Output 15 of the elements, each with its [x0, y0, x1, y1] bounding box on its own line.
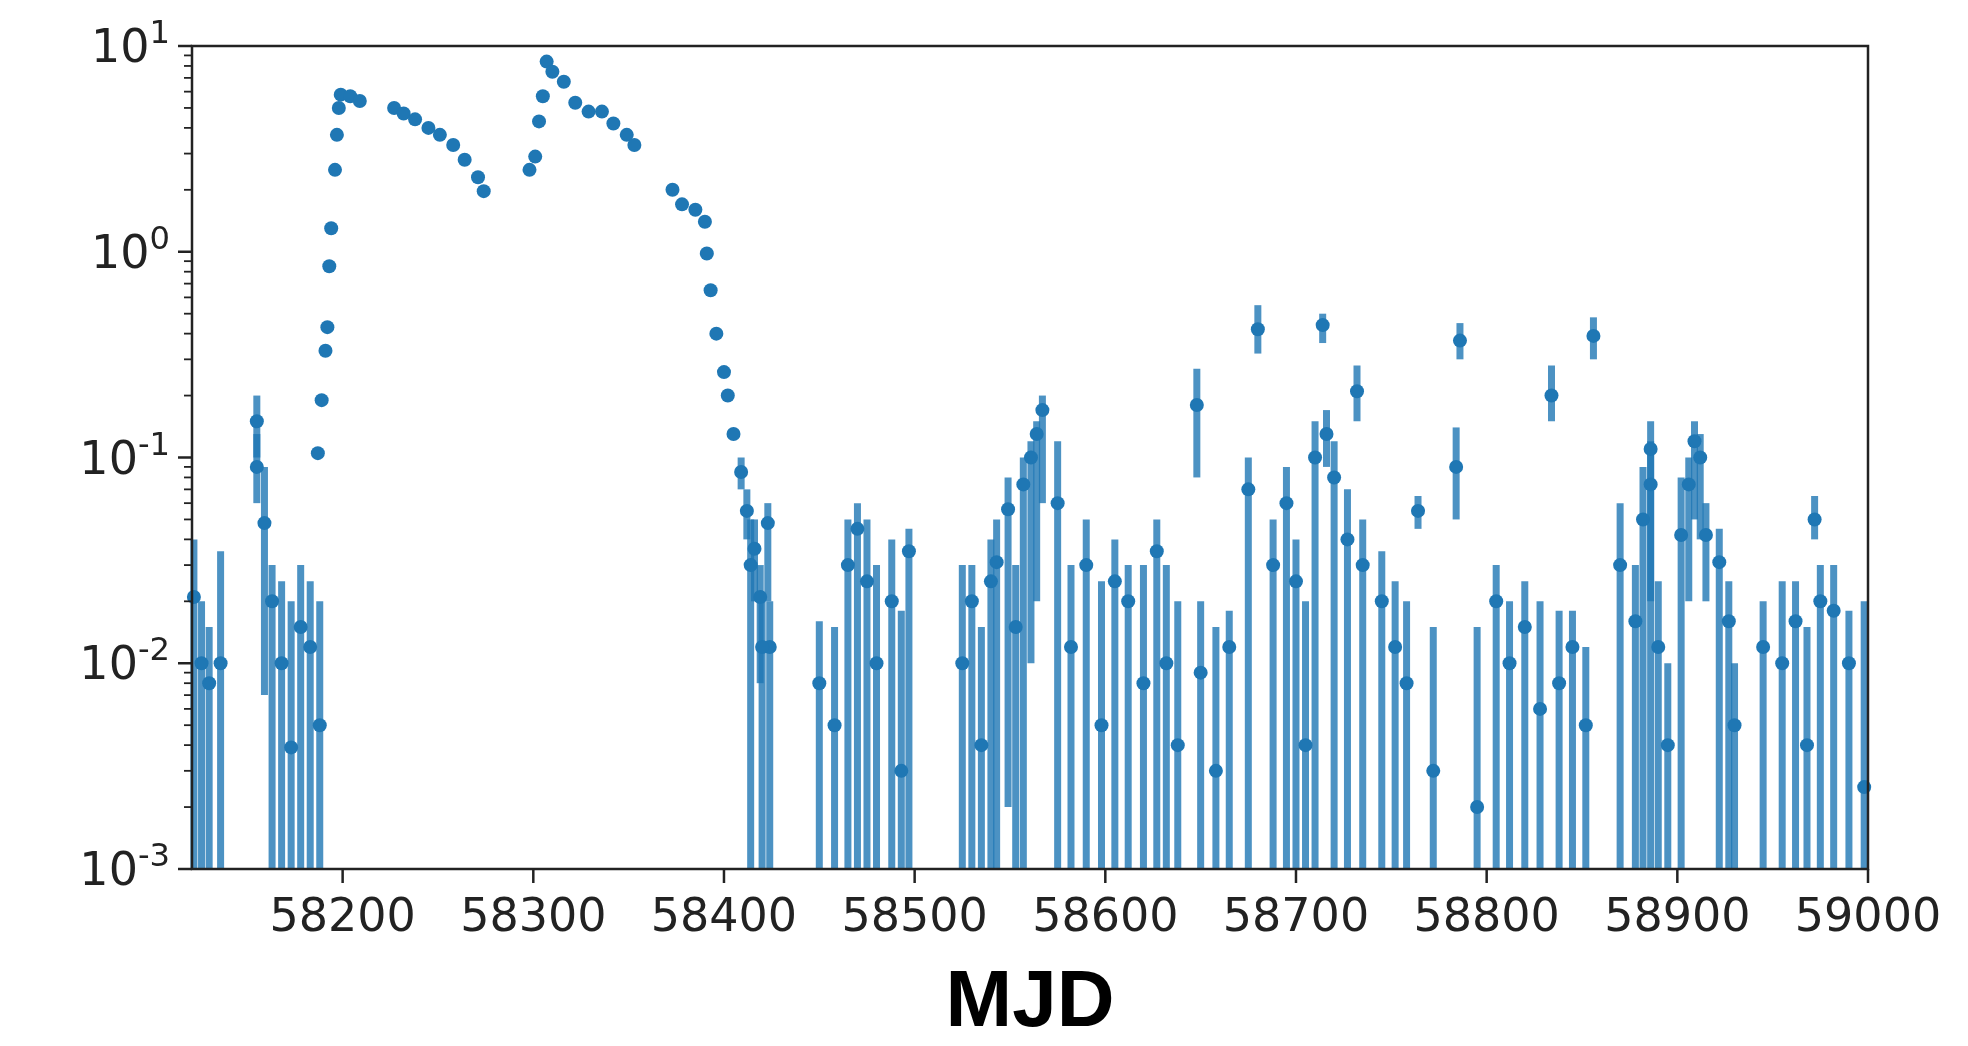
y-tick-label: 10$^{-1}$ [79, 424, 170, 485]
y-tick-label: 10$^{-2}$ [79, 630, 170, 691]
x-tick-label: 58900 [1604, 888, 1751, 942]
x-tick-label: 58300 [460, 888, 607, 942]
x-tick-label: 58400 [650, 888, 798, 942]
x-tick-label: 58700 [1222, 888, 1370, 942]
y-tick-label: 10$^{1}$ [90, 13, 170, 73]
x-tick-label: 58500 [841, 888, 988, 942]
x-tick-label: 58200 [269, 888, 416, 942]
x-tick-label: 58600 [1032, 888, 1179, 942]
y-tick-label: 10$^{0}$ [90, 218, 170, 279]
x-tick-label: 59000 [1794, 888, 1942, 942]
y-tick-label: 10$^{-3}$ [79, 836, 170, 896]
x-axis-title: MJD [945, 954, 1115, 1043]
x-tick-label: 58800 [1413, 888, 1560, 942]
